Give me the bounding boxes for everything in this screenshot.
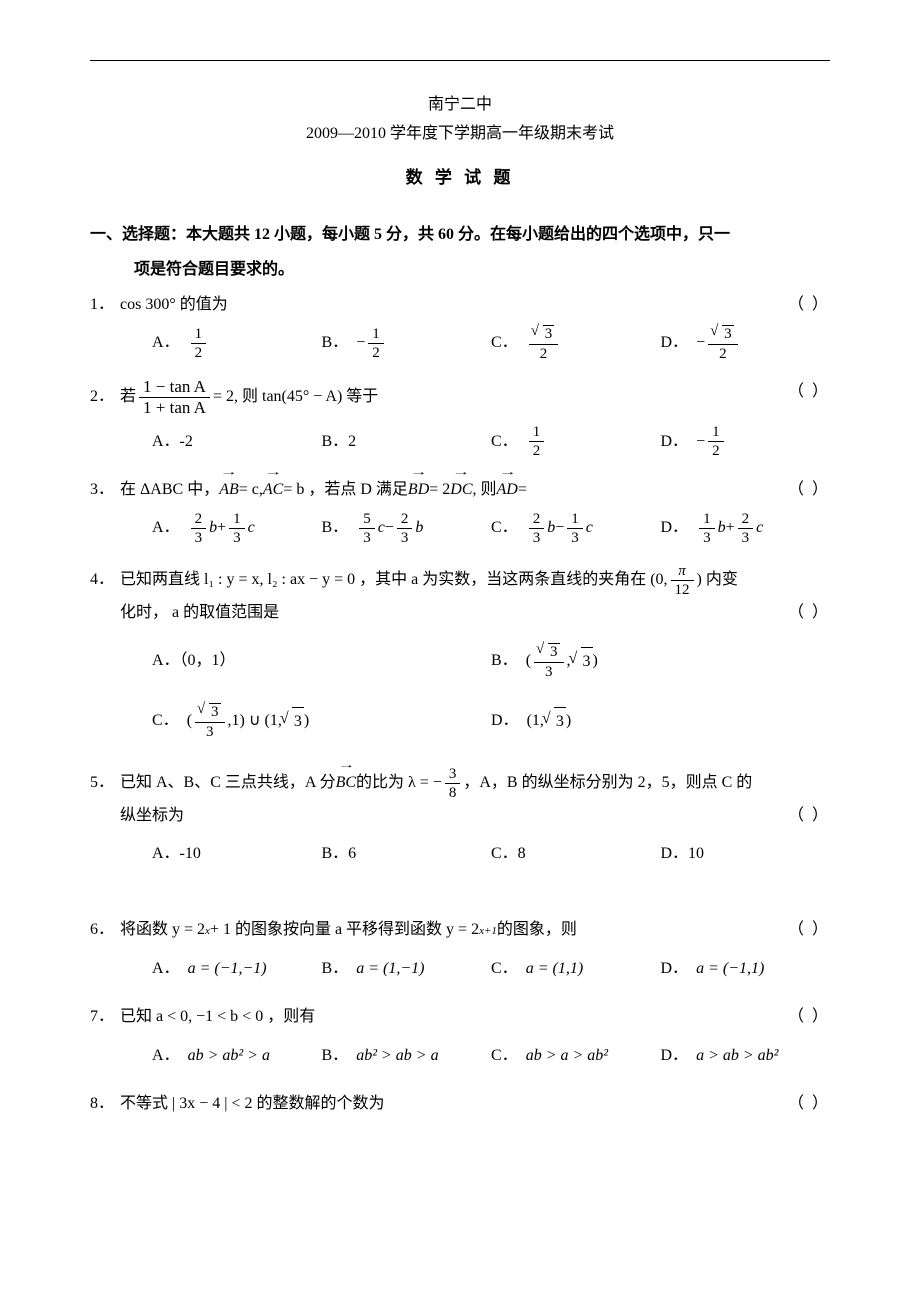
question-2: 2． 若 1 − tan A1 + tan A = 2, 则 tan(45° −… [90,378,830,462]
q1-opt-b: B． − 12 [322,324,492,364]
q6-opt-d: D．a = (−1,1) [661,949,831,989]
q8-text: 不等式 | 3x − 4 | < 2 的整数解的个数为 [120,1090,830,1119]
q4-paren: （ ） [788,599,830,628]
q3-paren: （ ） [788,476,830,505]
question-8: 8． 不等式 | 3x − 4 | < 2 的整数解的个数为 （ ） [90,1090,830,1119]
q1-paren: （ ） [788,291,830,320]
q8-num: 8． [90,1090,120,1119]
q3-opt-d: D． 13b + 23c [661,509,831,549]
q5-paren: （ ） [788,802,830,831]
q7-opt-c: C．ab > a > ab² [491,1036,661,1076]
q1-options: A． 12 B． − 12 C． 32 D． − 32 [152,324,830,364]
q7-opt-b: B．ab² > ab > a [322,1036,492,1076]
q5-text2: 纵坐标为 [120,802,830,831]
q4-options: A．（0，1） B． (33, 3) C． (33,1) ∪ (1,3) D． … [152,632,830,752]
q3-options: A． 23b + 13c B． 53c − 23b C． 23b − 13c D… [152,509,830,549]
q8-paren: （ ） [788,1090,830,1119]
q6-text: 将函数 y = 2x + 1 的图象按向量 a 平移得到函数 y = 2x+1 … [120,916,830,945]
q4-opt-c: C． (33,1) ∪ (1,3) [152,692,491,752]
q7-num: 7． [90,1003,120,1032]
q1-opt-d: D． − 32 [661,324,831,364]
q2-text: 若 1 − tan A1 + tan A = 2, 则 tan(45° − A)… [120,378,830,418]
q3-opt-b: B． 53c − 23b [322,509,492,549]
q5-opt-d: D．10 [661,834,831,874]
q6-options: A．a = (−1,−1) B．a = (1,−1) C．a = (1,1) D… [152,949,830,989]
q2-options: A．-2 B．2 C． 12 D． − 12 [152,422,830,462]
question-5: 5． 已知 A、B、C 三点共线，A 分 BC 的比为 λ = − 38 ，A，… [90,766,830,875]
exam-title: 数 学 试 题 [90,163,830,194]
q1-text: cos 300° 的值为 [120,291,830,320]
q4-opt-b: B． (33, 3) [491,632,830,692]
q3-text: 在 ΔABC 中， AB = c, AC = b ，若点 D 满足 BD = 2… [120,476,830,505]
question-4: 4． 已知两直线 l₁ : y = x, l₂ : ax − y = 0 ，其中… [90,563,830,752]
q5-opt-c: C．8 [491,834,661,874]
q3-opt-c: C． 23b − 13c [491,509,661,549]
q7-opt-a: A．ab > ab² > a [152,1036,322,1076]
section1-sub: 项是符合题目要求的。 [134,256,830,285]
q4-num: 4． [90,566,120,595]
q3-num: 3． [90,476,120,505]
q7-opt-d: D．a > ab > ab² [661,1036,831,1076]
question-6: 6． 将函数 y = 2x + 1 的图象按向量 a 平移得到函数 y = 2x… [90,916,830,989]
q4-text2: 化时， a 的取值范围是 [120,599,830,628]
q5-opt-a: A．-10 [152,834,322,874]
q4-opt-a: A．（0，1） [152,632,491,692]
q4-text1: 已知两直线 l₁ : y = x, l₂ : ax − y = 0 ，其中 a … [120,563,830,599]
q2-opt-c: C． 12 [491,422,661,462]
question-3: 3． 在 ΔABC 中， AB = c, AC = b ，若点 D 满足 BD … [90,476,830,549]
q5-num: 5． [90,769,120,798]
q2-num: 2． [90,383,120,412]
q2-opt-a: A．-2 [152,422,322,462]
term-line: 2009—2010 学年度下学期高一年级期末考试 [90,120,830,149]
q7-paren: （ ） [788,1003,830,1032]
q5-options: A．-10 B．6 C．8 D．10 [152,834,830,874]
q6-paren: （ ） [788,916,830,945]
q5-text1: 已知 A、B、C 三点共线，A 分 BC 的比为 λ = − 38 ，A，B 的… [120,766,830,802]
q6-opt-a: A．a = (−1,−1) [152,949,322,989]
question-1: 1． cos 300° 的值为 （ ） A． 12 B． − 12 C． 32 … [90,291,830,364]
q6-num: 6． [90,916,120,945]
header: 南宁二中 2009—2010 学年度下学期高一年级期末考试 [90,91,830,149]
page-top-rule [90,60,830,61]
question-7: 7． 已知 a < 0, −1 < b < 0 ，则有 （ ） A．ab > a… [90,1003,830,1076]
q3-opt-a: A． 23b + 13c [152,509,322,549]
q1-opt-c: C． 32 [491,324,661,364]
q6-opt-c: C．a = (1,1) [491,949,661,989]
q2-opt-d: D． − 12 [661,422,831,462]
q7-text: 已知 a < 0, −1 < b < 0 ，则有 [120,1003,830,1032]
q4-opt-d: D． (1,3) [491,692,830,752]
q7-options: A．ab > ab² > a B．ab² > ab > a C．ab > a >… [152,1036,830,1076]
q2-opt-b: B．2 [322,422,492,462]
q2-paren: （ ） [788,378,830,407]
section1-title: 一、选择题：本大题共 12 小题，每小题 5 分，共 60 分。在每小题给出的四… [90,221,830,250]
school-name: 南宁二中 [90,91,830,120]
q1-opt-a: A． 12 [152,324,322,364]
q5-opt-b: B．6 [322,834,492,874]
q6-opt-b: B．a = (1,−1) [322,949,492,989]
q1-num: 1． [90,291,120,320]
